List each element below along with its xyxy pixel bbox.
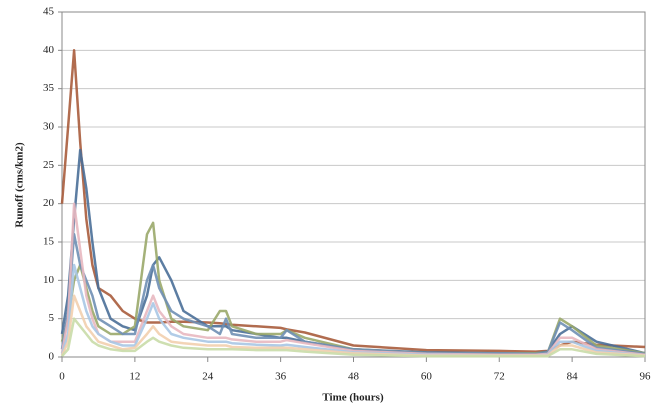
x-tick-label: 96 — [640, 371, 652, 383]
y-tick-label: 30 — [43, 121, 55, 133]
x-tick-label: 36 — [275, 371, 287, 383]
x-tick-label: 72 — [494, 371, 505, 383]
x-tick-label: 0 — [59, 371, 65, 383]
y-tick-label: 0 — [49, 351, 55, 363]
y-tick-label: 35 — [43, 82, 55, 94]
y-tick-label: 15 — [43, 236, 55, 248]
y-tick-label: 25 — [43, 159, 55, 171]
x-tick-label: 24 — [202, 371, 214, 383]
x-tick-label: 12 — [129, 371, 140, 383]
series-line — [61, 317, 646, 358]
y-tick-label: 45 — [43, 6, 55, 18]
y-tick-label: 10 — [43, 274, 55, 286]
y-tick-label: 40 — [43, 44, 55, 56]
x-tick-label: 60 — [421, 371, 433, 383]
x-tick-label: 48 — [348, 371, 360, 383]
x-axis-title: Time (hours) — [322, 392, 384, 404]
x-tick-label: 84 — [567, 371, 579, 383]
y-tick-label: 5 — [49, 312, 55, 324]
plot-frame — [61, 11, 646, 358]
y-axis-title: Runoff (cms/km2) — [14, 142, 26, 228]
y-tick-label: 20 — [43, 197, 55, 209]
